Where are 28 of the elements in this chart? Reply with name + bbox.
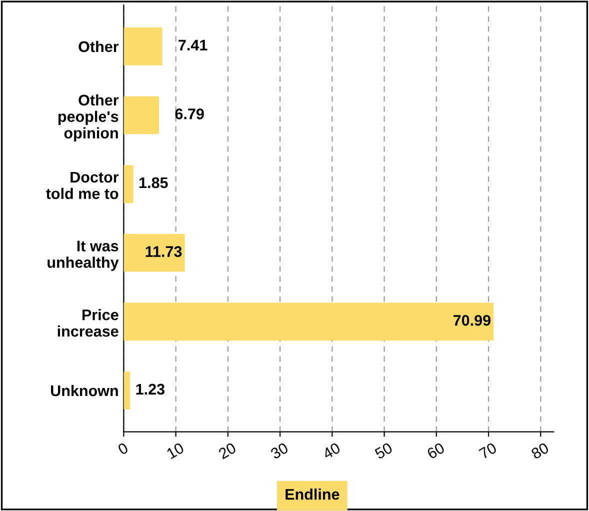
x-tick-label: 10: [166, 442, 185, 460]
data-label: 6.79: [175, 108, 204, 120]
bar: [124, 372, 130, 410]
data-label: 1.85: [140, 177, 168, 188]
bar: [124, 165, 134, 203]
data-label: 70.99: [453, 314, 491, 326]
bar: [124, 96, 160, 134]
data-label: 7.41: [178, 40, 208, 50]
y-tick-label: Other: [78, 40, 119, 52]
y-tick-label: Doctor told me to: [46, 172, 119, 200]
data-label: 11.73: [146, 246, 182, 257]
bar: [124, 302, 494, 341]
x-tick-label: 50: [374, 442, 394, 460]
y-tick-label: Other people's opinion: [58, 94, 119, 142]
x-tick-label: 30: [270, 442, 289, 460]
y-tick-label: Price increase: [58, 309, 118, 337]
x-tick-label: 80: [530, 442, 550, 460]
x-tick-label: 20: [218, 442, 237, 460]
bar: [124, 234, 185, 272]
x-tick-label: 40: [322, 442, 342, 460]
data-label: 1.23: [136, 384, 164, 395]
x-axis-title: Endline: [286, 488, 340, 500]
y-tick-label: Unknown: [51, 384, 118, 396]
x-tick-label: 0: [117, 442, 129, 456]
x-tick-label: 70: [478, 442, 498, 460]
y-tick-label: It was unhealthy: [48, 240, 119, 271]
x-tick-label: 60: [426, 442, 446, 460]
bar: [124, 27, 162, 66]
